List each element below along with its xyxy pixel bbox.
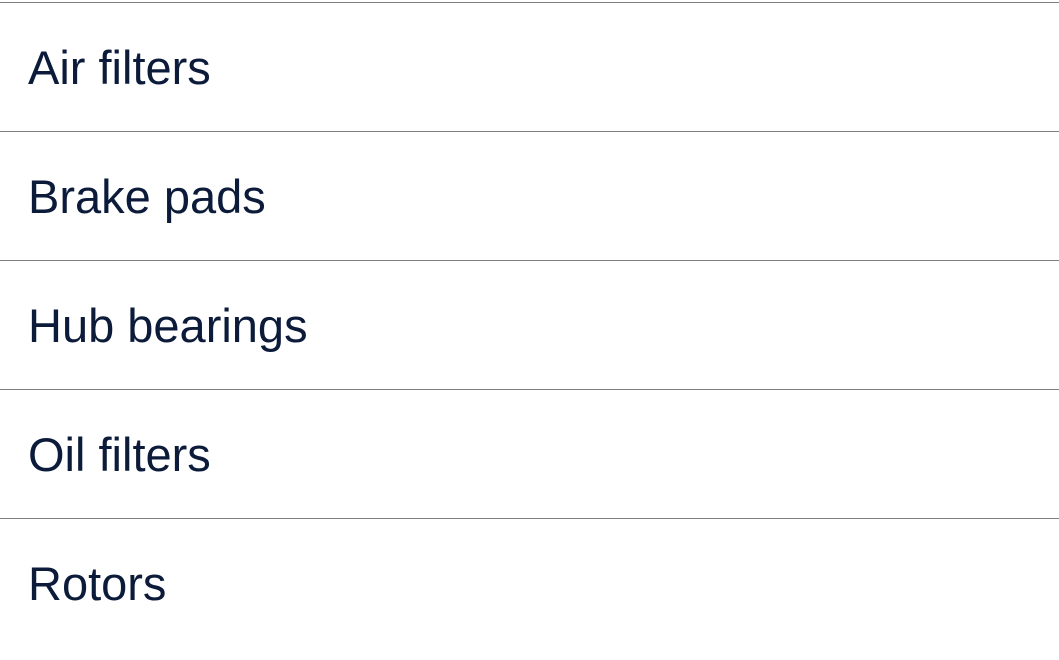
parts-list: Air filters Brake pads Hub bearings Oil … [0,2,1059,647]
list-item-label: Oil filters [28,427,211,481]
list-item-rotors[interactable]: Rotors [0,519,1059,647]
list-item-oil-filters[interactable]: Oil filters [0,390,1059,519]
list-item-hub-bearings[interactable]: Hub bearings [0,261,1059,390]
list-item-brake-pads[interactable]: Brake pads [0,132,1059,261]
list-item-air-filters[interactable]: Air filters [0,3,1059,132]
list-item-label: Air filters [28,40,211,94]
list-item-label: Brake pads [28,169,266,223]
list-item-label: Hub bearings [28,298,308,352]
list-item-label: Rotors [28,556,167,610]
